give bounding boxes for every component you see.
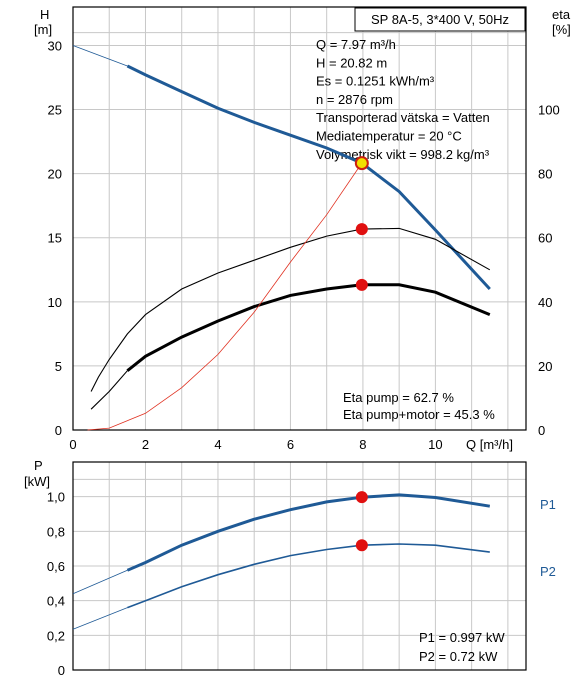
info-line: H = 20.82 m — [316, 55, 387, 70]
power-line: P2 = 0.72 kW — [419, 649, 498, 664]
y-tick-label-right: 60 — [538, 231, 552, 246]
info-line: Transporterad vätska = Vatten — [316, 110, 490, 125]
y-tick-label-left: 15 — [48, 231, 62, 246]
eta-line: Eta pump+motor = 45.3 % — [343, 407, 495, 422]
x-tick-label: 8 — [359, 437, 366, 452]
power-marker — [355, 539, 368, 552]
bottom-plot: P[kW] 0 0,2 0,4 0,6 0,8 1,0 P1 P2 P1 = 0.997 kW P2… — [24, 458, 556, 678]
x-tick-label: 6 — [287, 437, 294, 452]
y-tick-label-right: 80 — [538, 167, 552, 182]
y-tick-label-left: 20 — [48, 167, 62, 182]
eta-total-curve — [126, 283, 491, 372]
y-tick-label-left: 30 — [48, 38, 62, 53]
plot-frame — [72, 6, 527, 431]
power-curve-p2 — [127, 543, 490, 609]
x-tick-label: 4 — [214, 437, 221, 452]
series-label-p1: P1 — [540, 497, 556, 512]
eta-total-curve-extension — [90, 370, 128, 410]
title-box — [354, 7, 526, 32]
power-line: P1 = 0.997 kW — [419, 630, 505, 645]
power-curve-p1 — [126, 493, 491, 572]
y-tick-label: 0 — [58, 663, 65, 678]
plot-frame — [72, 461, 527, 671]
head-curve — [126, 64, 491, 291]
y-tick-label-left: 5 — [55, 359, 62, 374]
x-tick-label: 0 — [69, 437, 76, 452]
y-tick-label-left: 10 — [48, 295, 62, 310]
system-curve — [87, 162, 363, 431]
y-axis-label: P — [34, 458, 43, 473]
y-tick-label-right: 20 — [538, 359, 552, 374]
power-curve-extension-p1 — [72, 569, 128, 595]
eta-line: Eta pump = 62.7 % — [343, 390, 454, 405]
y-tick-label-left: 25 — [48, 103, 62, 118]
y-tick-label-left: 0 — [55, 423, 62, 438]
y-tick-label: 0,8 — [47, 524, 65, 539]
power-curve-extension-p2 — [72, 607, 128, 630]
y-tick-label: 0,2 — [47, 628, 65, 643]
series-label-p2: P2 — [540, 564, 556, 579]
info-line: n = 2876 rpm — [316, 92, 393, 107]
y-tick-label: 1,0 — [47, 490, 65, 505]
y-tick-label-right: 0 — [538, 423, 545, 438]
head-curve-extension — [72, 45, 128, 67]
y-axis-label-right: eta — [552, 7, 571, 22]
y-tick-label: 0,6 — [47, 559, 65, 574]
duty-point-marker — [354, 156, 369, 171]
eta-pump-curve — [90, 227, 491, 392]
info-line: Q = 7.97 m³/h — [316, 37, 396, 52]
y-tick-label-right: 100 — [538, 103, 560, 118]
y-tick-label: 0,4 — [47, 594, 65, 609]
x-tick-label: 2 — [142, 437, 149, 452]
y-axis-unit-right: [%] — [552, 22, 571, 37]
y-axis-label-left: H — [40, 7, 49, 22]
eta-marker — [355, 278, 368, 291]
y-tick-label-right: 40 — [538, 295, 552, 310]
x-tick-label: 10 — [428, 437, 442, 452]
y-axis-unit: [kW] — [24, 474, 50, 489]
power-marker — [355, 491, 368, 504]
top-plot: H[m] eta[%] 0 5 10 15 20 25 30 0 20 40 60 80 100 0 2 4 6 8 1… — [34, 6, 571, 452]
x-axis-label: Q [m³/h] — [466, 437, 513, 452]
chart-title: SP 8A-5, 3*400 V, 50Hz — [371, 12, 509, 27]
info-line: Mediatemperatur = 20 °C — [316, 129, 462, 144]
y-axis-unit-left: [m] — [34, 22, 52, 37]
eta-marker — [355, 223, 368, 236]
info-line: Es = 0.1251 kWh/m³ — [316, 74, 435, 89]
